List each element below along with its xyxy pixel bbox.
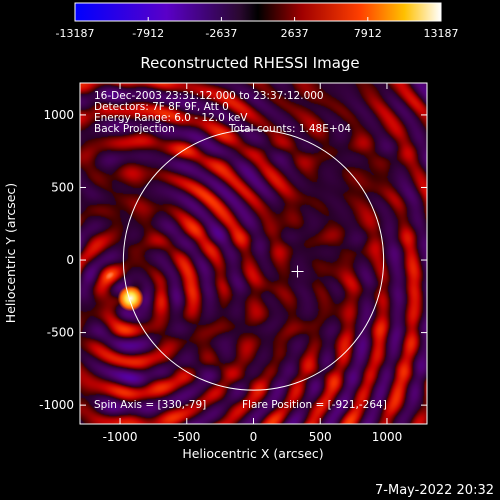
x-axis-label: Heliocentric X (arcsec) <box>182 446 323 461</box>
y-axis-ticks: -1000 -500 0 500 1000 <box>39 108 427 412</box>
annotation-method: Back Projection <box>94 123 175 135</box>
y-tick-label: 0 <box>66 253 74 267</box>
colorbar-tick-label: -7912 <box>132 27 164 40</box>
colorbar: -13187 -7912 -2637 2637 7912 13187 <box>56 2 459 40</box>
annotation-detectors: Detectors: 7F 8F 9F, Att 0 <box>94 101 229 113</box>
colorbar-ticks: -13187 -7912 -2637 2637 7912 13187 <box>56 17 459 40</box>
colorbar-tick-label: 7912 <box>354 27 382 40</box>
y-tick-label: -500 <box>47 326 74 340</box>
x-tick-label: -1000 <box>103 430 138 444</box>
y-axis-label: Heliocentric Y (arcsec) <box>3 183 18 323</box>
annotation-time-range: 16-Dec-2003 23:31:12.000 to 23:37:12.000 <box>94 90 324 102</box>
chart-title: Reconstructed RHESSI Image <box>140 54 359 72</box>
annotation-block: 16-Dec-2003 23:31:12.000 to 23:37:12.000… <box>94 90 387 411</box>
annotation-total-counts: Total counts: 1.48E+04 <box>228 123 351 135</box>
y-tick-label: 500 <box>51 180 74 194</box>
colorbar-tick-label: 2637 <box>281 27 309 40</box>
spin-axis-marker <box>291 265 304 278</box>
annotation-energy-range: Energy Range: 6.0 - 12.0 keV <box>94 112 248 124</box>
colorbar-gradient <box>74 2 442 22</box>
flare-source <box>117 285 144 312</box>
heatmap-image <box>80 83 427 424</box>
x-axis-ticks: -1000 -500 0 500 1000 <box>103 83 403 444</box>
x-tick-label: 1000 <box>372 430 403 444</box>
colorbar-tick-label: -13187 <box>56 27 95 40</box>
annotation-flare-position: Flare Position = [-921,-264] <box>242 399 387 411</box>
x-tick-label: 0 <box>250 430 258 444</box>
x-tick-label: -500 <box>173 430 200 444</box>
plot-area: -1000 -500 0 500 1000 -1000 -500 0 500 1000 <box>39 82 428 444</box>
colorbar-tick-label: 13187 <box>424 27 459 40</box>
footer-timestamp: 7-May-2022 20:32 <box>375 483 494 498</box>
y-tick-label: -1000 <box>39 398 74 412</box>
colorbar-tick-label: -2637 <box>205 27 237 40</box>
y-tick-label: 1000 <box>43 108 74 122</box>
annotation-spin-axis: Spin Axis = [330,-79] <box>94 399 206 411</box>
solar-limb-circle <box>122 129 385 391</box>
x-tick-label: 500 <box>309 430 332 444</box>
